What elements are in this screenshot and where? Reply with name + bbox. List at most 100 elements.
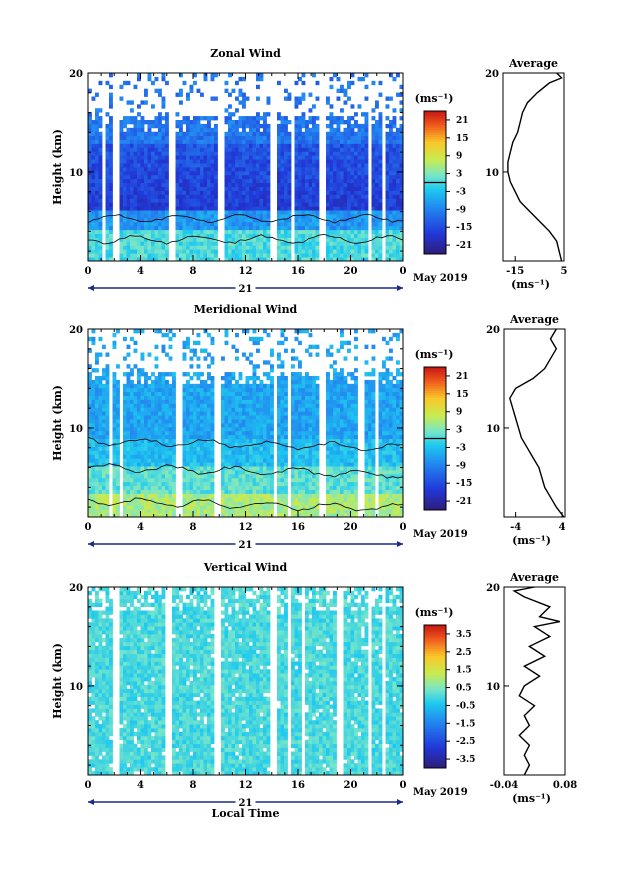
heatmap-cell: [371, 233, 376, 238]
heatmap-cell: [105, 123, 110, 129]
heatmap-cell: [144, 493, 148, 498]
heatmap-cell: [389, 190, 393, 195]
heatmap-cell: [315, 182, 320, 187]
heatmap-cell: [312, 155, 316, 160]
heatmap-cell: [308, 151, 313, 156]
heatmap-cell: [396, 174, 400, 180]
heatmap-cell: [147, 387, 152, 393]
colorbar-swatch: [424, 223, 446, 226]
heatmap-cell: [340, 198, 344, 203]
heatmap-cell: [336, 237, 341, 242]
heatmap-cell: [287, 92, 292, 97]
heatmap-cell: [221, 403, 225, 408]
heatmap-cell: [259, 174, 264, 180]
heatmap-cell: [151, 143, 155, 148]
heatmap-cell: [182, 159, 187, 164]
heatmap-cell: [88, 470, 92, 475]
heatmap-cell: [95, 237, 99, 242]
heatmap-cell: [277, 241, 281, 246]
heatmap-cell: [193, 120, 197, 125]
heatmap-cell: [161, 135, 166, 140]
heatmap-cell: [256, 182, 260, 187]
heatmap-cell: [182, 505, 187, 510]
heatmap-cell: [238, 473, 243, 479]
heatmap-cell: [133, 391, 138, 396]
heatmap-cell: [357, 217, 362, 223]
heatmap-cell: [210, 485, 215, 490]
heatmap-cell: [224, 332, 229, 338]
heatmap-cell: [266, 438, 271, 443]
heatmap-cell: [238, 446, 243, 451]
heatmap-cell: [245, 253, 250, 258]
heatmap-cell: [298, 178, 302, 184]
heatmap-cell: [298, 127, 302, 133]
heatmap-cell: [154, 379, 159, 385]
heatmap-cell: [207, 116, 211, 121]
heatmap-cell: [357, 123, 362, 129]
heatmap-cell: [207, 473, 211, 479]
heatmap-cell: [123, 257, 127, 262]
heatmap-cell: [137, 379, 141, 385]
heatmap-cell: [228, 73, 232, 78]
heatmap-cell: [158, 116, 162, 121]
heatmap-cell: [245, 462, 250, 467]
heatmap-cell: [259, 210, 264, 215]
heatmap-cell: [172, 505, 176, 510]
heatmap-cell: [396, 198, 400, 203]
heatmap-cell: [112, 485, 117, 490]
heatmap-cell: [399, 159, 404, 164]
heatmap-cell: [242, 419, 246, 424]
heatmap-cell: [133, 481, 138, 487]
heatmap-cell: [112, 466, 117, 471]
heatmap-cell: [224, 423, 229, 428]
heatmap-cell: [252, 383, 257, 389]
heatmap-cell: [196, 356, 201, 361]
heatmap-cell: [326, 159, 330, 164]
heatmap-cell: [224, 501, 229, 506]
heatmap-cell: [315, 178, 320, 184]
heatmap-cell: [277, 155, 281, 160]
heatmap-cell: [249, 241, 253, 246]
heatmap-cell: [109, 241, 113, 246]
heatmap-cell: [396, 257, 400, 262]
heatmap-cell: [161, 245, 166, 250]
heatmap-cell: [126, 446, 131, 451]
heatmap-cell: [357, 131, 362, 137]
heatmap-cell: [347, 135, 351, 140]
heatmap-cell: [130, 434, 134, 440]
heatmap-cell: [375, 147, 379, 152]
heatmap-cell: [172, 446, 176, 451]
heatmap-cell: [140, 407, 145, 412]
heatmap-cell: [179, 210, 183, 215]
heatmap-cell: [91, 462, 96, 467]
heatmap-cell: [263, 383, 267, 389]
heatmap-cell: [109, 198, 113, 203]
heatmap-cell: [399, 100, 404, 105]
heatmap-cell: [294, 190, 299, 195]
heatmap-cell: [277, 253, 281, 258]
heatmap-cell: [130, 221, 134, 227]
heatmap-cell: [140, 391, 145, 396]
heatmap-cell: [140, 411, 145, 416]
heatmap-cell: [354, 163, 358, 168]
heatmap-cell: [133, 229, 138, 234]
heatmap-cell: [357, 186, 362, 191]
heatmap-cell: [350, 198, 355, 203]
heatmap-cell: [263, 245, 267, 250]
heatmap-cell: [305, 131, 309, 137]
heatmap-cell: [165, 229, 169, 234]
heatmap-cell: [263, 214, 267, 219]
heatmap-cell: [186, 485, 190, 490]
heatmap-cell: [259, 489, 264, 494]
heatmap-cell: [200, 391, 204, 396]
heatmap-cell: [95, 485, 99, 490]
heatmap-cell: [340, 225, 344, 231]
heatmap-cell: [130, 241, 134, 246]
heatmap-cell: [175, 135, 180, 140]
heatmap-cell: [151, 489, 155, 494]
heatmap-cell: [298, 190, 302, 195]
heatmap-cell: [147, 76, 152, 82]
heatmap-cell: [263, 438, 267, 443]
profile-line: [507, 72, 563, 262]
heatmap-cell: [154, 131, 159, 137]
